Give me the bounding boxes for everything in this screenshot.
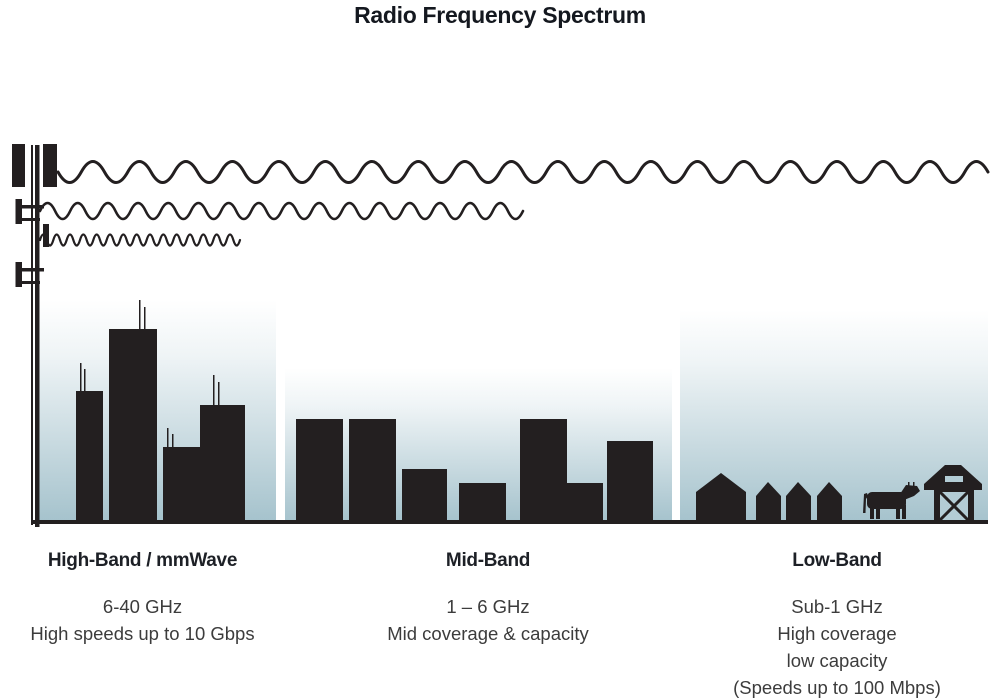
building bbox=[76, 391, 103, 521]
tower-part bbox=[22, 218, 40, 221]
house-icon bbox=[786, 482, 811, 520]
tower-part bbox=[31, 145, 33, 525]
building-antenna bbox=[80, 363, 82, 391]
low-band-farm bbox=[696, 465, 982, 522]
building-antenna bbox=[84, 369, 86, 391]
band-detail-line: Mid coverage & capacity bbox=[387, 623, 589, 644]
building bbox=[200, 405, 245, 521]
ground-baseline bbox=[33, 520, 988, 524]
spectrum-illustration bbox=[12, 144, 990, 527]
building bbox=[163, 447, 200, 521]
mid-band-wave-icon bbox=[38, 201, 525, 221]
mid-band-skyline bbox=[296, 419, 653, 521]
building bbox=[607, 441, 653, 521]
radio-waves bbox=[38, 160, 990, 247]
building-antenna bbox=[172, 434, 174, 447]
tower-part bbox=[43, 144, 57, 187]
tower-part bbox=[22, 281, 40, 284]
high-band-skyline bbox=[76, 300, 245, 521]
building-antenna bbox=[144, 307, 146, 329]
building-antenna bbox=[139, 300, 141, 329]
high-band-wave-icon bbox=[38, 233, 242, 247]
house-icon bbox=[817, 482, 842, 520]
band-detail-line: 1 – 6 GHz bbox=[446, 596, 530, 617]
building-antenna bbox=[213, 375, 215, 405]
cow-icon bbox=[863, 482, 920, 519]
band-detail-line: High speeds up to 10 Gbps bbox=[30, 623, 255, 644]
house-icon bbox=[756, 482, 781, 520]
building-antenna bbox=[218, 382, 220, 405]
mid-band-label-group: Mid-Band 1 – 6 GHz Mid coverage & capaci… bbox=[328, 550, 648, 647]
building bbox=[567, 483, 603, 521]
barn-icon bbox=[924, 465, 982, 522]
house-icon bbox=[696, 473, 746, 520]
band-detail-line: 6-40 GHz bbox=[102, 596, 183, 617]
low-band-wave-icon bbox=[56, 160, 990, 184]
high-band-label-group: High-Band / mmWave 6-40 GHz High speeds … bbox=[10, 550, 275, 647]
low-band-label-group: Low-Band Sub-1 GHz High coverage low cap… bbox=[690, 550, 984, 700]
band-detail-line: low capacity bbox=[786, 650, 888, 671]
building bbox=[520, 419, 567, 521]
building bbox=[296, 419, 343, 521]
building bbox=[459, 483, 506, 521]
ground-line bbox=[33, 520, 988, 524]
band-detail-line: (Speeds up to 100 Mbps) bbox=[733, 677, 941, 698]
tower-part bbox=[15, 262, 22, 287]
building bbox=[109, 329, 157, 521]
tower-part bbox=[18, 205, 44, 209]
building bbox=[349, 419, 396, 521]
building bbox=[402, 469, 447, 521]
tower-part bbox=[12, 144, 25, 187]
tower-part bbox=[18, 268, 44, 272]
band-detail-line: High coverage bbox=[777, 623, 897, 644]
building-antenna bbox=[167, 428, 169, 447]
band-name-low: Low-Band bbox=[792, 550, 882, 571]
barn-loft-slot bbox=[945, 476, 963, 482]
band-name-mid: Mid-Band bbox=[445, 550, 531, 571]
cell-tower-icon bbox=[12, 144, 57, 527]
tower-part bbox=[15, 199, 22, 224]
tower-part bbox=[35, 145, 40, 527]
band-detail-line: Sub-1 GHz bbox=[791, 596, 883, 617]
page-title: Radio Frequency Spectrum bbox=[354, 2, 646, 28]
band-name-high: High-Band / mmWave bbox=[47, 550, 238, 571]
